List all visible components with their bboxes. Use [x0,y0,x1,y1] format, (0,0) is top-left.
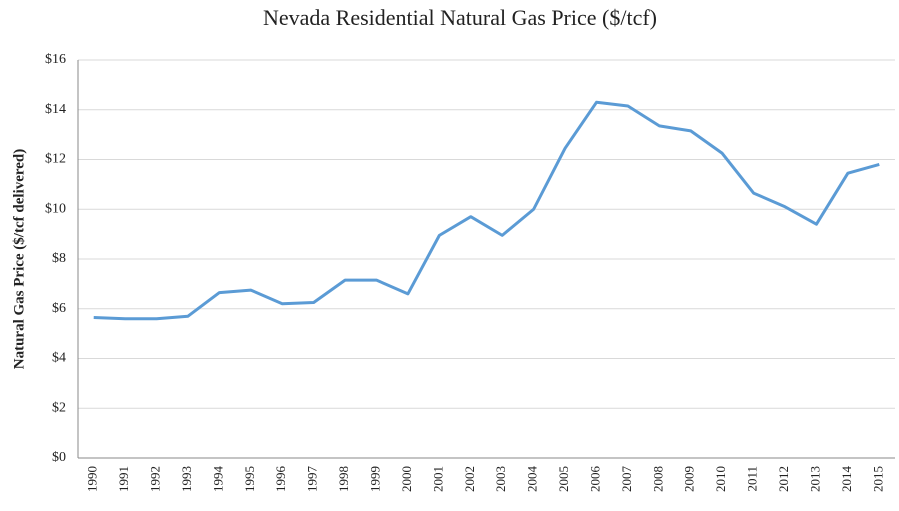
x-tick-label: 2011 [745,466,760,492]
x-tick-label: 1997 [305,466,320,493]
x-tick-label: 2014 [839,466,854,493]
data-line [93,100,880,321]
x-tick-label: 2005 [556,466,571,492]
x-tick-label: 1996 [273,466,288,493]
y-tick-label: $8 [52,251,66,266]
x-tick-label: 2003 [493,466,508,492]
y-tick-label: $16 [45,52,66,67]
x-tick-label: 2000 [399,466,414,492]
x-tick-label: 1995 [242,466,257,492]
x-tick-label: 2012 [776,466,791,492]
y-tick-label: $0 [52,450,66,465]
x-tick-label: 2001 [430,466,445,492]
y-axis-label: Natural Gas Price ($/tcf delivered) [11,149,27,370]
x-tick-label: 1992 [148,466,163,492]
y-tick-label: $4 [52,351,66,366]
x-tick-label: 1993 [179,466,194,492]
x-tick-label: 1999 [368,466,383,492]
chart-title: Nevada Residential Natural Gas Price ($/… [263,5,657,30]
x-tick-label: 1994 [210,466,225,493]
x-tick-label: 2013 [807,466,822,492]
x-tick-label: 2006 [587,466,602,493]
x-tick-label: 2002 [462,466,477,492]
y-tick-label: $12 [45,152,66,167]
x-tick-label: 1991 [116,466,131,492]
y-tick-label: $6 [52,301,66,316]
x-tick-label: 1990 [85,466,100,492]
x-tick-label: 2007 [619,466,634,493]
x-tick-label: 2009 [682,466,697,492]
x-tick-label: 2008 [650,466,665,492]
y-tick-label: $10 [45,201,66,216]
x-tick-label: 2004 [525,466,540,493]
x-tick-label: 2015 [870,466,885,492]
x-tick-label: 1998 [336,466,351,492]
y-tick-label: $2 [52,400,66,415]
y-tick-label: $14 [45,102,66,117]
x-tick-label: 2010 [713,466,728,492]
